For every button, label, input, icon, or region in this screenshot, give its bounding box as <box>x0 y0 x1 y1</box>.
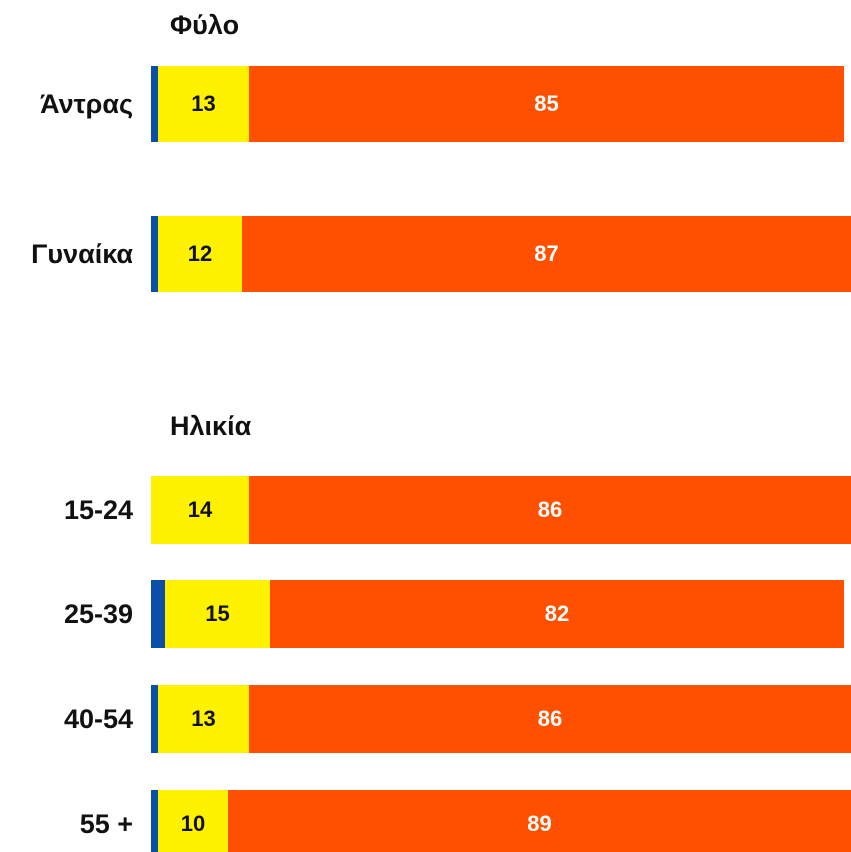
category-label: 15-24 <box>64 495 133 525</box>
category-label: 25-39 <box>64 599 133 629</box>
group-title: Φύλο <box>170 10 239 40</box>
value-label: 89 <box>527 811 551 836</box>
category-label: 55 + <box>80 809 133 839</box>
bar-segment <box>249 476 851 544</box>
bar-segment <box>151 476 249 544</box>
group-title: Ηλικία <box>170 411 252 441</box>
value-label: 12 <box>188 241 212 266</box>
bar-segment <box>228 790 851 852</box>
bar-segment <box>151 216 158 292</box>
value-label: 82 <box>545 601 569 626</box>
bar-segment <box>249 685 851 753</box>
bar-segment <box>151 790 158 852</box>
value-label: 85 <box>534 91 558 116</box>
bar-segment <box>158 66 249 142</box>
value-label: 86 <box>538 706 562 731</box>
bar-segment <box>158 216 242 292</box>
category-label: 40-54 <box>64 704 133 734</box>
bar-segment <box>270 580 844 648</box>
value-label: 87 <box>534 241 558 266</box>
value-label: 15 <box>205 601 229 626</box>
value-label: 13 <box>191 91 215 116</box>
value-label: 13 <box>191 706 215 731</box>
bar-segment <box>242 216 851 292</box>
value-label: 10 <box>181 811 205 836</box>
value-label: 14 <box>188 497 213 522</box>
category-label: Άντρας <box>40 89 133 119</box>
bar-segment <box>151 685 158 753</box>
bar-segment <box>158 790 228 852</box>
bar-segment <box>249 66 844 142</box>
category-label: Γυναίκα <box>31 239 133 269</box>
value-label: 86 <box>538 497 562 522</box>
bar-segment <box>158 685 249 753</box>
bar-segment <box>151 66 158 142</box>
bar-segment <box>151 580 165 648</box>
bar-segment <box>165 580 270 648</box>
